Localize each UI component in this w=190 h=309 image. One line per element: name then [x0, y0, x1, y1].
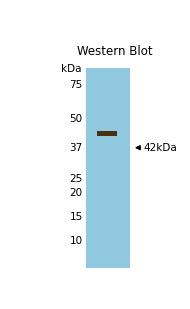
Text: 42kDa: 42kDa: [143, 143, 177, 153]
Bar: [97, 131, 117, 136]
Text: kDa: kDa: [61, 65, 81, 74]
Text: 20: 20: [70, 188, 83, 198]
Text: 75: 75: [69, 80, 83, 90]
Text: 10: 10: [70, 235, 83, 246]
Text: 50: 50: [70, 114, 83, 124]
Text: 25: 25: [69, 174, 83, 184]
Text: Western Blot: Western Blot: [77, 45, 153, 58]
Bar: [86, 68, 130, 268]
Text: 37: 37: [69, 143, 83, 153]
Text: 15: 15: [69, 212, 83, 222]
